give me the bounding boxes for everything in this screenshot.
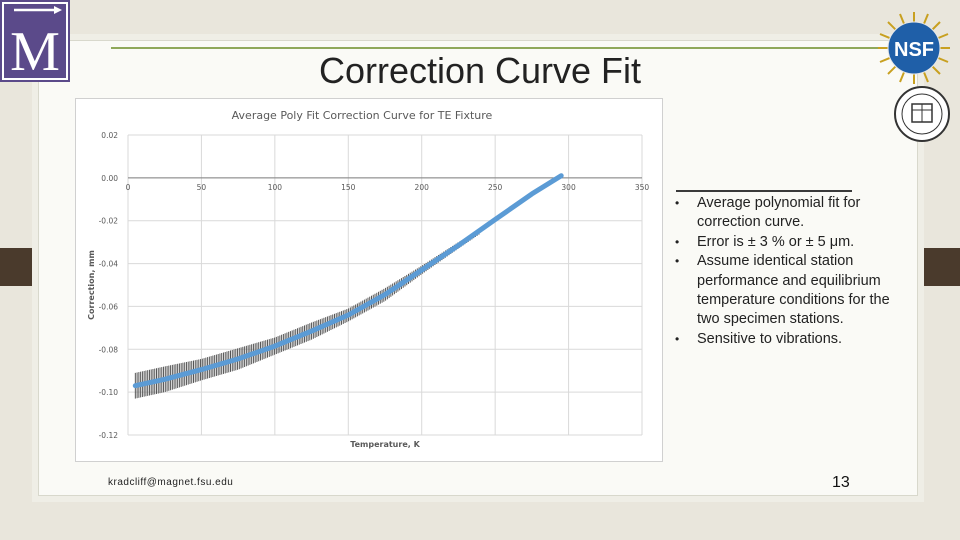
y-tick-label: -0.04 (99, 260, 119, 269)
page-number: 13 (832, 474, 850, 491)
x-tick-label: 200 (415, 183, 430, 192)
page-title: Correction Curve Fit (318, 50, 642, 91)
y-axis-label: Correction, mm (87, 250, 96, 320)
y-tick-label: -0.06 (99, 302, 119, 311)
chart-panel: Average Poly Fit Correction Curve for TE… (75, 98, 663, 462)
nsf-logo-icon: NSF (878, 12, 950, 84)
maglab-logo: M (0, 0, 70, 82)
bullet-list: Average polynomial fit for correction cu… (672, 194, 890, 350)
bullet-item: Sensitive to vibrations. (672, 330, 890, 350)
x-tick-label: 150 (341, 183, 356, 192)
bullet-item: Average polynomial fit for correction cu… (672, 194, 890, 233)
x-tick-label: 50 (197, 183, 207, 192)
x-tick-label: 0 (126, 183, 131, 192)
logo-letter: M (10, 21, 60, 82)
chart-title: Average Poly Fit Correction Curve for TE… (232, 109, 493, 122)
x-axis-label: Temperature, K (350, 440, 420, 449)
y-tick-label: -0.10 (99, 388, 119, 397)
chart-svg: Average Poly Fit Correction Curve for TE… (87, 109, 650, 449)
y-tick-label: -0.08 (99, 345, 119, 354)
bullet-rule (676, 190, 852, 192)
y-tick-label: -0.02 (99, 217, 119, 226)
x-tick-label: 350 (635, 183, 650, 192)
nsf-logo-text: NSF (894, 39, 934, 61)
bullet-item: Assume identical station performance and… (672, 252, 890, 330)
accent-rule (111, 47, 899, 49)
fit-series-line (132, 173, 564, 389)
y-tick-label: 0.02 (101, 131, 118, 140)
maglab-logo-icon: M (2, 2, 68, 82)
x-tick-label: 250 (488, 183, 503, 192)
y-tick-label: 0.00 (101, 174, 118, 183)
author-email: kradcliff@magnet.fsu.edu (108, 477, 234, 488)
x-tick-label: 100 (268, 183, 283, 192)
x-tick-label: 300 (561, 183, 576, 192)
university-seal-icon (894, 86, 950, 142)
y-tick-label: -0.12 (99, 431, 119, 440)
bullet-item: Error is ± 3 % or ± 5 μm. (672, 233, 890, 253)
